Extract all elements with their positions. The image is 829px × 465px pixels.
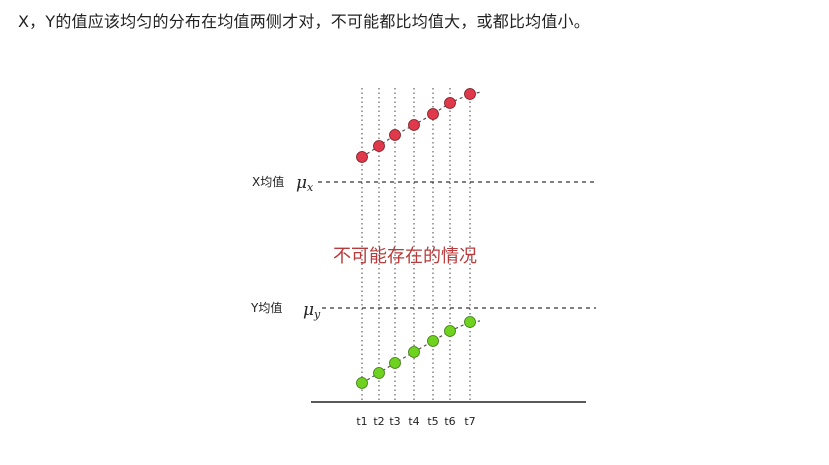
- impossible-case-label: 不可能存在的情况: [333, 246, 477, 267]
- y-point-7: [464, 316, 476, 328]
- tick-label-t5: t5: [427, 415, 438, 428]
- tick-label-t7: t7: [464, 415, 475, 428]
- y-point-2: [373, 367, 385, 379]
- y-point-3: [389, 357, 401, 369]
- tick-label-t4: t4: [408, 415, 419, 428]
- y-mean-symbol: μ: [303, 300, 314, 320]
- y-point-4: [408, 346, 420, 358]
- y-point-6: [444, 325, 456, 337]
- y-point-1: [356, 377, 368, 389]
- x-mean-subscript: x: [307, 181, 314, 194]
- y-points: [356, 316, 476, 389]
- tick-label-t2: t2: [373, 415, 384, 428]
- x-point-1: [356, 151, 368, 163]
- x-point-4: [408, 119, 420, 131]
- x-point-3: [389, 129, 401, 141]
- tick-label-t6: t6: [444, 415, 455, 428]
- caption-text: X，Y的值应该均匀的分布在均值两侧才对，不可能都比均值大，或都比均值小。: [18, 12, 590, 31]
- tick-label-t3: t3: [389, 415, 400, 428]
- x-points: [356, 88, 476, 163]
- x-point-2: [373, 140, 385, 152]
- x-mean-label: X均值: [252, 174, 284, 189]
- tick-label-t1: t1: [356, 415, 367, 428]
- y-point-5: [427, 335, 439, 347]
- y-mean-subscript: y: [313, 308, 321, 321]
- x-point-7: [464, 88, 476, 100]
- x-mean-symbol: μ: [296, 173, 307, 193]
- x-point-5: [427, 108, 439, 120]
- x-point-6: [444, 97, 456, 109]
- y-mean-label: Y均值: [250, 300, 282, 315]
- time-tick-labels: t1 t2 t3 t4 t5 t6 t7: [356, 415, 475, 428]
